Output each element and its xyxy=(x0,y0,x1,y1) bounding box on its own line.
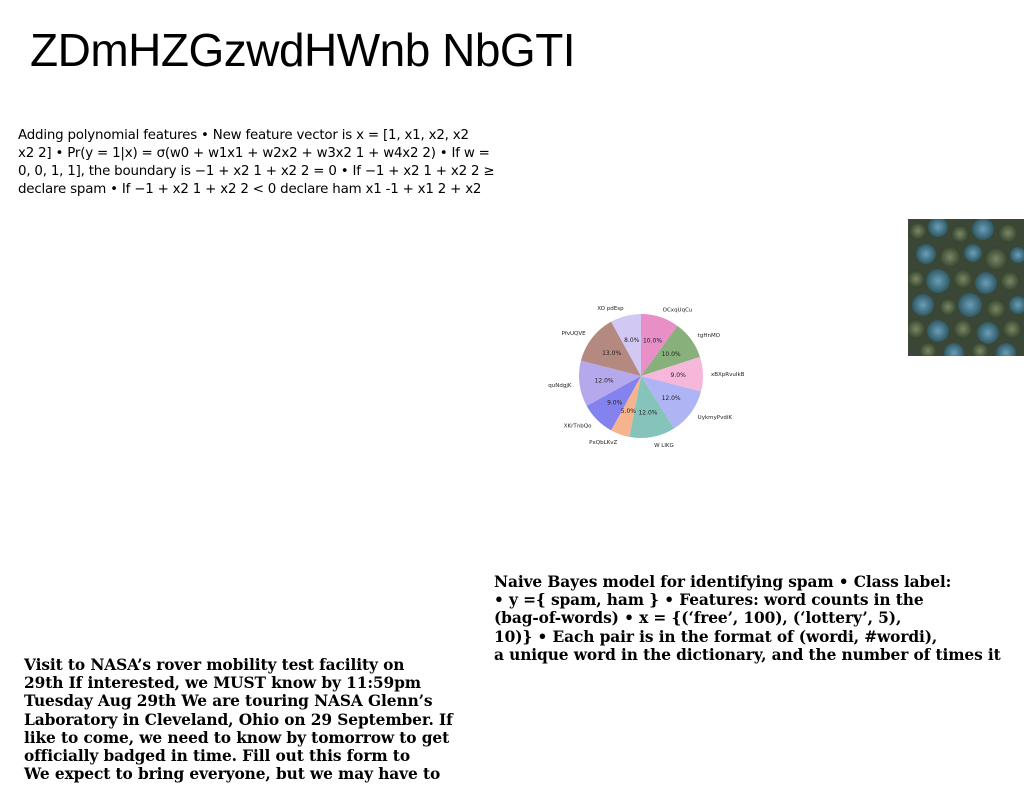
polynomial-features-text: Adding polynomial features • New feature… xyxy=(18,127,500,199)
pie-slice xyxy=(579,360,641,406)
pie-slice-percent: 9.0% xyxy=(607,399,623,406)
text-line: Laboratory in Cleveland, Ohio on 29 Sept… xyxy=(24,710,453,729)
pie-slice xyxy=(611,314,641,376)
text-line: • y ={ spam, ham } • Features: word coun… xyxy=(494,591,924,610)
pie-slice-label: W LlKG xyxy=(654,443,674,449)
text-line: 0, 0, 1, 1], the boundary is −1 + x2 1 +… xyxy=(18,164,495,179)
pie-slice xyxy=(629,376,675,438)
pie-slice-percent: 9.0% xyxy=(671,372,687,379)
pie-slice-label: XO pdEsp xyxy=(597,306,624,312)
text-line: declare spam • If −1 + x2 1 + x2 2 < 0 d… xyxy=(18,182,482,197)
text-line: 29th If interested, we MUST know by 11:5… xyxy=(24,674,421,693)
page-title: ZDmHZGzwdHWnb NbGTI xyxy=(30,24,576,76)
pie-slice xyxy=(580,321,641,376)
pie-slice-label: PquNdgjK xyxy=(548,383,572,389)
text-line: like to come, we need to know by tomorro… xyxy=(24,728,450,747)
pie-slice-label: PfvUQVE xyxy=(562,331,587,337)
text-line: x2 2] • Pr(y = 1|x) = σ(w0 + w1x1 + w2x2… xyxy=(18,146,490,161)
pie-slice xyxy=(641,356,704,392)
pie-slice-percent: 13.0% xyxy=(602,350,621,357)
text-line: Naive Bayes model for identifying spam •… xyxy=(494,573,952,591)
pie-slice xyxy=(641,314,678,376)
pie-slice-label: UykmyPvdiK xyxy=(698,415,733,421)
pie-slice-label: OCxqUqCu xyxy=(663,307,693,313)
text-line: Adding polynomial features • New feature… xyxy=(18,128,469,143)
pie-slice-percent: 5.0% xyxy=(621,408,637,415)
pie-slice-label: tgHnMO xyxy=(698,333,721,339)
text-line: officially badged in time. Fill out this… xyxy=(24,747,410,766)
naive-bayes-text: Naive Bayes model for identifying spam •… xyxy=(494,573,1024,664)
pie-slice xyxy=(586,376,641,431)
text-line: 10)} • Each pair is in the format of (wo… xyxy=(494,627,938,646)
pie-slice-percent: 12.0% xyxy=(595,378,614,385)
text-line: Tuesday Aug 29th We are touring NASA Gle… xyxy=(24,692,433,711)
pie-slice xyxy=(641,376,702,429)
pie-slice-percent: 10.0% xyxy=(643,338,662,345)
pie-slice xyxy=(641,325,700,376)
pie-slice-percent: 12.0% xyxy=(638,410,657,417)
pie-slice-label: XKrTnbQo xyxy=(564,424,592,430)
pie-slice-label: PxQbLKvZ xyxy=(589,440,617,446)
nasa-visit-text: Visit to NASA’s rover mobility test faci… xyxy=(24,656,494,783)
pie-slice-percent: 10.0% xyxy=(662,351,681,358)
text-line: (bag-of-words) • x = {(‘free’, 100), (‘l… xyxy=(494,609,902,628)
pie-slice-percent: 12.0% xyxy=(662,395,681,402)
pie-slice xyxy=(611,376,641,437)
aerial-forest-photo xyxy=(908,219,1024,356)
text-line: We expect to bring everyone, but we may … xyxy=(24,765,441,784)
pie-slice-label: xBXpRvuIkB xyxy=(711,372,745,378)
text-line: Visit to NASA’s rover mobility test faci… xyxy=(24,656,405,674)
pie-slice-percent: 8.0% xyxy=(624,337,640,344)
text-line: a unique word in the dictionary, and the… xyxy=(494,645,1001,664)
pie-chart: 10.0%10.0%9.0%12.0%12.0%5.0%9.0%12.0%13.… xyxy=(548,306,745,449)
